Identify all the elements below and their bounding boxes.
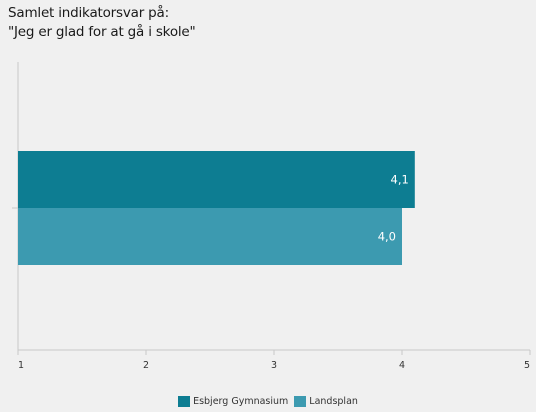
chart-plot: 1 2 3 4 5 4,1 4,0 — [12, 62, 531, 371]
legend-swatch-esbjerg-gymnasium — [178, 396, 191, 407]
legend-item-esbjerg-gymnasium: Esbjerg Gymnasium — [178, 396, 288, 407]
x-tick-label: 5 — [524, 360, 530, 371]
bar-value-label: 4,1 — [391, 173, 409, 187]
bars: 4,1 4,0 — [18, 151, 415, 265]
chart-title-line-1: Samlet indikatorsvar på: — [8, 5, 169, 21]
legend-swatch-landsplan — [294, 396, 307, 407]
x-tick-label: 2 — [143, 360, 149, 371]
legend-label-landsplan: Landsplan — [309, 396, 358, 407]
bar-value-label: 4,0 — [378, 230, 396, 244]
bar-esbjerg-gymnasium — [18, 151, 415, 208]
legend: Esbjerg Gymnasium Landsplan — [0, 396, 536, 407]
x-tick-label: 1 — [18, 360, 24, 371]
legend-label-esbjerg-gymnasium: Esbjerg Gymnasium — [193, 396, 289, 407]
x-tick-label: 3 — [271, 360, 277, 371]
x-tick-label: 4 — [399, 360, 405, 371]
x-axis-ticks: 1 2 3 4 5 — [17, 350, 531, 371]
legend-item-landsplan: Landsplan — [294, 396, 358, 407]
chart-title-line-2: "Jeg er glad for at gå i skole" — [8, 24, 196, 40]
bar-landsplan — [18, 208, 402, 265]
